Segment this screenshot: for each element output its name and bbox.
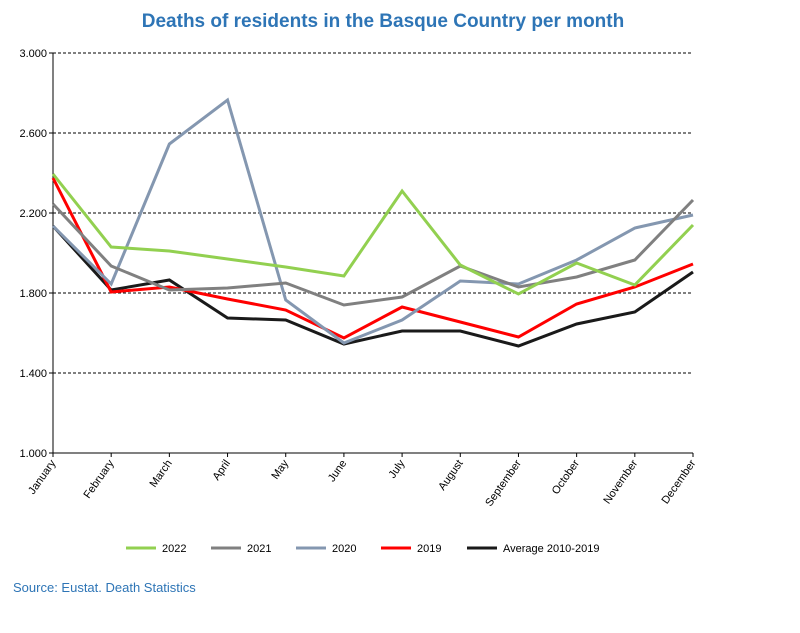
legend-label: 2019: [417, 543, 441, 555]
x-tick-label: January: [26, 457, 59, 496]
series-line-2019: [51, 177, 694, 340]
series-line-2020: [51, 97, 694, 345]
x-tick-label: March: [147, 458, 174, 490]
x-tick-label: May: [269, 457, 291, 481]
x-tick-label: July: [386, 457, 407, 480]
series-line-2022: [51, 173, 695, 296]
legend-label: Average 2010-2019: [503, 543, 599, 555]
series-line-2021: [51, 198, 695, 307]
x-tick-label: October: [550, 458, 582, 497]
chart-title: Deaths of residents in the Basque Countr…: [142, 11, 624, 32]
y-tick-label: 1.000: [19, 448, 47, 460]
x-tick-label: June: [326, 458, 350, 484]
x-tick-label: February: [82, 457, 117, 500]
x-tick-label: August: [436, 458, 465, 493]
legend-label: 2022: [162, 543, 186, 555]
y-tick-label: 1.800: [19, 288, 47, 300]
x-tick-label: December: [660, 458, 699, 507]
y-tick-label: 1.400: [19, 368, 47, 380]
x-tick-label: November: [601, 458, 640, 507]
source-note: Source: Eustat. Death Statistics: [13, 580, 196, 595]
x-tick-label: September: [483, 458, 524, 509]
series-line-average-2010-2019: [51, 224, 694, 348]
y-tick-label: 3.000: [19, 48, 47, 60]
y-tick-label: 2.600: [19, 128, 47, 140]
x-tick-label: April: [211, 458, 233, 483]
legend-label: 2020: [332, 543, 356, 555]
y-tick-label: 2.200: [19, 208, 47, 220]
legend-label: 2021: [247, 543, 271, 555]
